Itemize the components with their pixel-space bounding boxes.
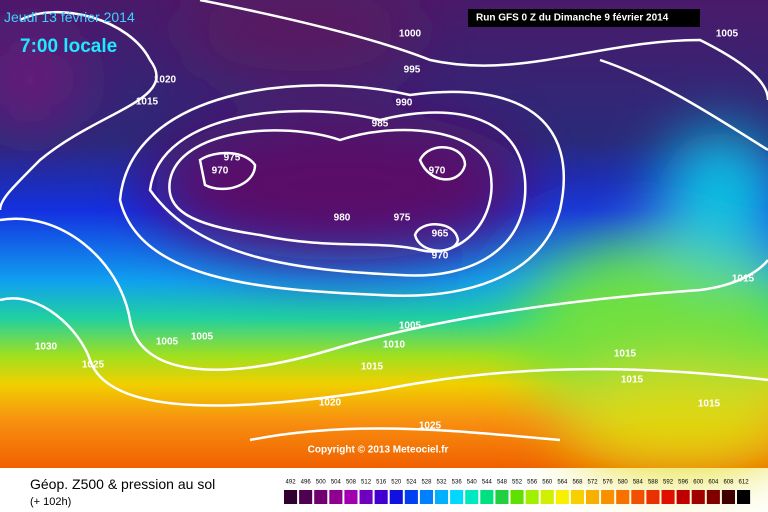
scale-swatch [344,490,358,504]
scale-label: 592 [663,480,674,486]
scale-swatch [721,490,735,504]
scale-label: 564 [557,480,568,486]
isobar-label: 970 [429,166,446,177]
scale-label: 568 [572,480,583,486]
scale-label: 532 [437,480,448,486]
legend-title: Géop. Z500 & pression au sol [30,476,215,492]
scale-swatch [435,490,449,504]
isobar-label: 995 [404,65,421,76]
isobar-label: 1005 [156,337,179,348]
scale-swatch [586,490,600,504]
scale-swatch [601,490,615,504]
scale-label: 552 [512,480,523,486]
forecast-lead: (+ 102h) [30,496,71,508]
scale-swatch [616,490,630,504]
isobar-label: 975 [224,153,241,164]
scale-label: 580 [618,480,629,486]
scale-swatch [480,490,494,504]
scale-label: 556 [527,480,538,486]
isobar-label: 1020 [154,75,177,86]
scale-swatch [284,490,298,504]
isobar-label: 990 [396,98,413,109]
isobar-label: 1015 [621,375,644,386]
scale-swatch [314,490,328,504]
isobar-label: 1030 [35,342,58,353]
isobar-label: 970 [212,166,229,177]
forecast-time: 7:00 locale [20,36,117,57]
scale-label: 608 [723,480,734,486]
scale-swatch [299,490,313,504]
scale-label: 584 [633,480,644,486]
isobar-label: 1015 [732,274,755,285]
scale-label: 508 [346,480,357,486]
scale-swatch [465,490,479,504]
isobar-label: 975 [394,213,411,224]
scale-swatch [706,490,720,504]
scale-swatch [646,490,660,504]
scale-label: 524 [406,480,417,486]
isobar-label: 965 [432,229,449,240]
scale-label: 612 [739,480,750,486]
scale-label: 588 [648,480,659,486]
isobar-label: 1005 [399,321,422,332]
scale-swatch [359,490,373,504]
isobars [0,0,768,440]
isobar-label: 970 [432,251,449,262]
scale-swatch [404,490,418,504]
scale-label: 512 [361,480,372,486]
scale-swatch [737,490,751,504]
isobar-label: 1015 [614,349,637,360]
scale-label: 536 [452,480,463,486]
isobar-label: 1020 [319,398,342,409]
scale-label: 604 [708,480,719,486]
scale-swatch [631,490,645,504]
isobar-label: 980 [334,213,351,224]
scale-swatch [374,490,388,504]
scale-label: 560 [542,480,553,486]
scale-swatch [510,490,524,504]
scale-label: 520 [391,480,402,486]
scale-swatch [555,490,569,504]
isobar-label: 1015 [698,399,721,410]
isobar-label: 1000 [399,29,422,40]
scale-label: 504 [331,480,342,486]
scale-swatch [525,490,539,504]
isobar-label: 1010 [383,340,406,351]
run-box [468,9,700,27]
forecast-date: Jeudi 13 février 2014 [4,9,135,25]
scale-label: 540 [467,480,478,486]
scale-swatch [570,490,584,504]
scale-swatch [329,490,343,504]
scale-label: 596 [678,480,689,486]
scale-label: 496 [301,480,312,486]
scale-label: 492 [286,480,297,486]
scale-label: 576 [603,480,614,486]
scale-label: 516 [376,480,387,486]
scale-label: 600 [693,480,704,486]
scale-label: 500 [316,480,327,486]
isobar-label: 1015 [136,97,159,108]
isobar-label: 1015 [361,362,384,373]
run-info: Run GFS 0 Z du Dimanche 9 février 2014 [476,13,669,24]
scale-swatch [540,490,554,504]
scale-swatch [389,490,403,504]
scale-label: 548 [497,480,508,486]
copyright: Copyright © 2013 Meteociel.fr [308,445,449,456]
scale-swatch [691,490,705,504]
isobar-label: 1025 [82,360,105,371]
isobar-label: 1005 [716,29,739,40]
scale-swatch [450,490,464,504]
scale-swatch [661,490,675,504]
scale-label: 572 [588,480,599,486]
scale-swatch [676,490,690,504]
scale-label: 528 [421,480,432,486]
isobar-label: 1005 [191,332,214,343]
scale-swatch [495,490,509,504]
isobar-label: 1025 [419,421,442,432]
scale-swatch [419,490,433,504]
scale-label: 544 [482,480,493,486]
isobar-label: 985 [372,119,389,130]
